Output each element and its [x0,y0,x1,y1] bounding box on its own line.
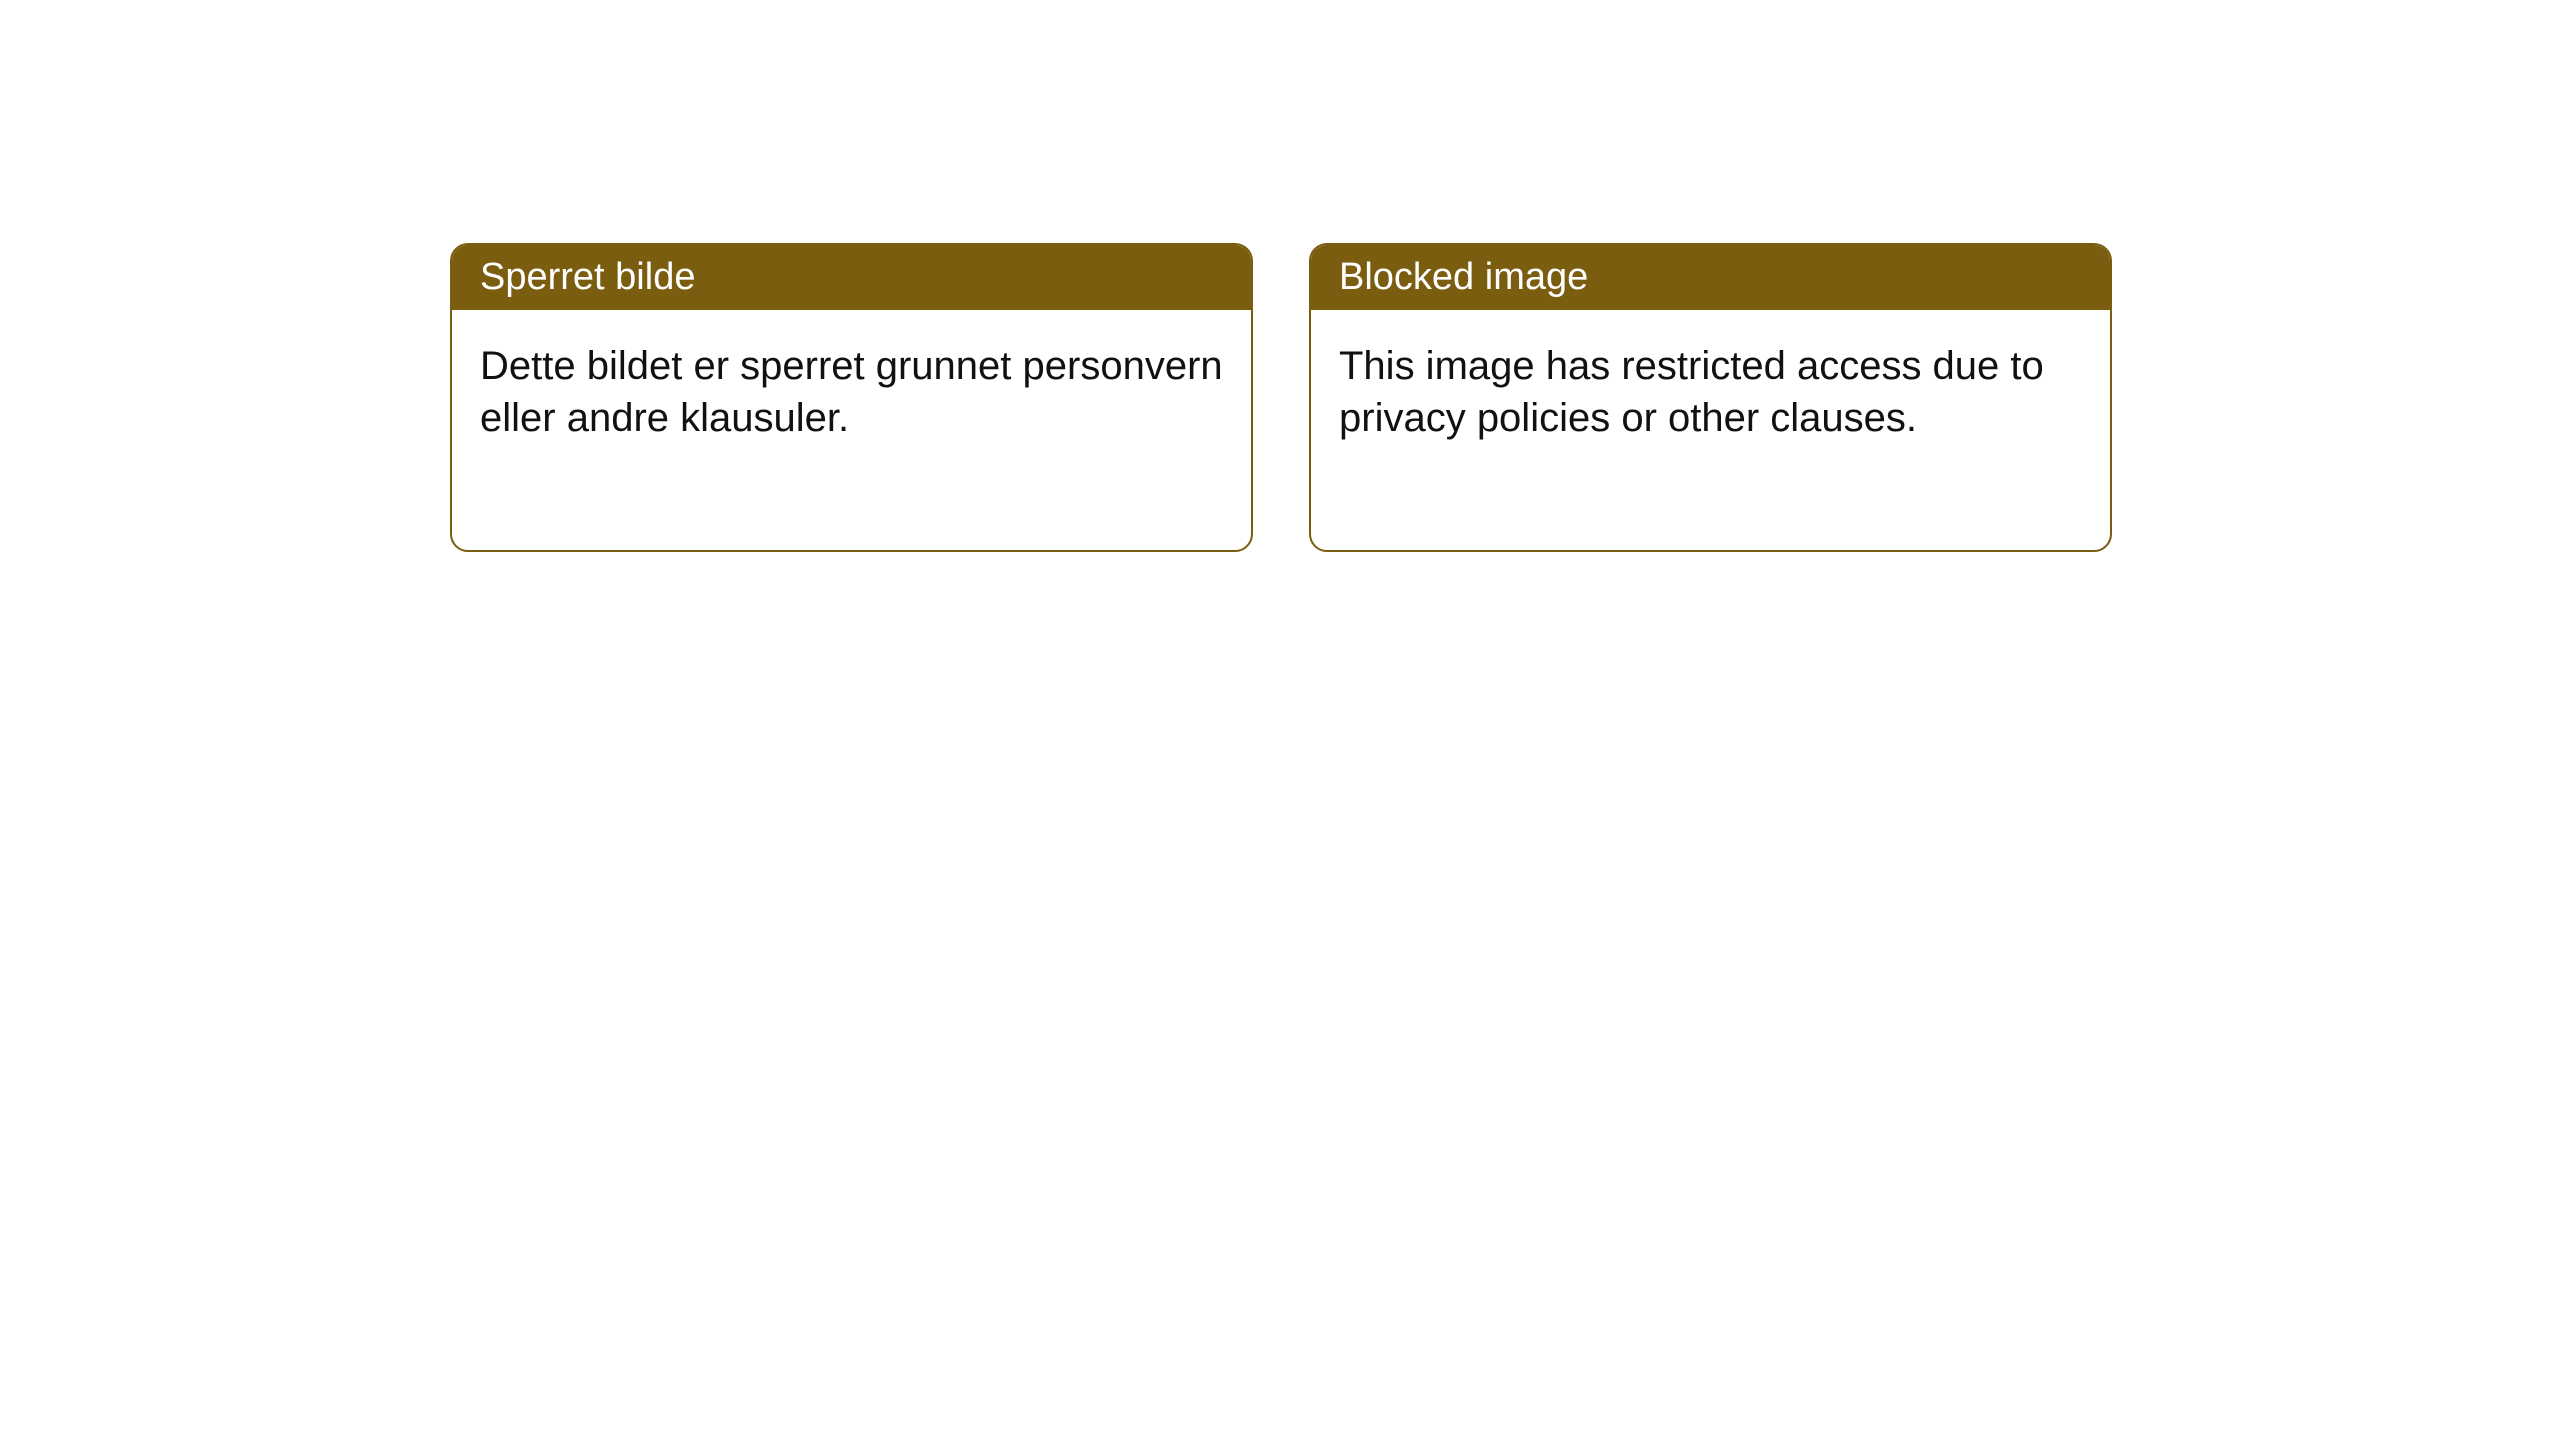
notice-card-norwegian: Sperret bilde Dette bildet er sperret gr… [450,243,1253,552]
notice-header: Sperret bilde [452,245,1251,310]
notice-container: Sperret bilde Dette bildet er sperret gr… [450,243,2112,552]
notice-title: Sperret bilde [480,256,695,298]
notice-header: Blocked image [1311,245,2110,310]
notice-text: This image has restricted access due to … [1339,344,2044,440]
notice-body: Dette bildet er sperret grunnet personve… [452,310,1251,550]
notice-title: Blocked image [1339,256,1588,298]
notice-body: This image has restricted access due to … [1311,310,2110,550]
notice-card-english: Blocked image This image has restricted … [1309,243,2112,552]
notice-text: Dette bildet er sperret grunnet personve… [480,344,1223,440]
